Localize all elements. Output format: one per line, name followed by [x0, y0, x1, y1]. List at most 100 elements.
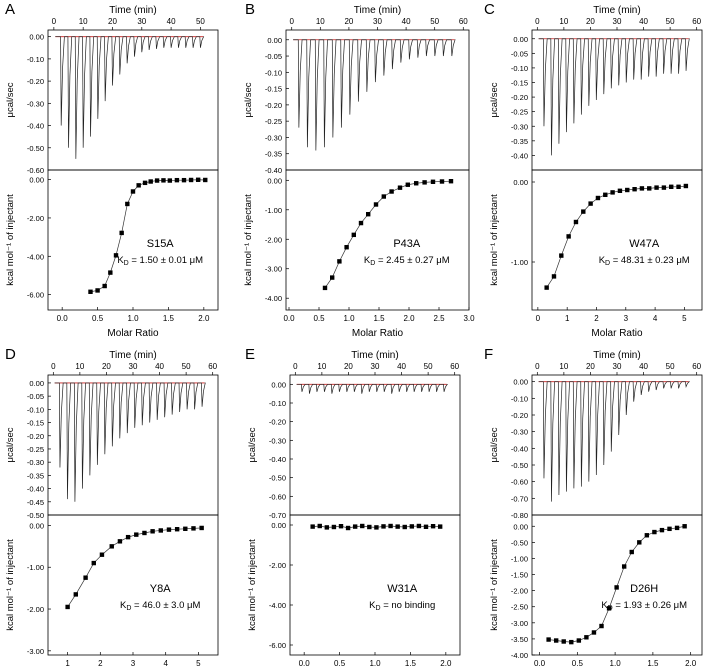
data-point [174, 527, 180, 532]
data-point [373, 202, 379, 207]
time-tick-label: 40 [155, 362, 164, 371]
time-tick-label: 60 [450, 362, 459, 371]
data-point [142, 180, 148, 186]
data-point [125, 534, 131, 540]
time-tick-label: 0 [51, 362, 56, 371]
isotherm-frame [285, 169, 470, 311]
kd-label: KD = 1.50 ± 0.01 μM [117, 255, 203, 267]
data-point [661, 185, 667, 190]
ratio-tick-label: 5 [682, 314, 687, 323]
panel-letter: B [245, 1, 255, 18]
data-point [188, 177, 194, 183]
time-tick-label: 0 [52, 17, 57, 26]
ratio-tick-label: 2 [594, 314, 599, 323]
data-point [683, 183, 689, 189]
enthalpy-tick-label: 0.00 [513, 178, 528, 187]
panel-a: A 0 10 20 30 40 50 Time (min) 0.00 -0.10 -0.20 -0.3… [5, 1, 219, 339]
time-tick-label: 20 [344, 17, 353, 26]
time-tick-label: 20 [586, 17, 595, 26]
data-point [83, 575, 88, 580]
data-point [310, 524, 315, 529]
ratio-tick-label: 1.5 [405, 659, 417, 668]
enthalpy-tick-label: -2.00 [511, 587, 528, 596]
data-point [632, 187, 637, 192]
time-tick-label: 10 [559, 362, 568, 371]
enthalpy-axis-label: kcal mol⁻¹ of injectant [243, 194, 254, 286]
power-tick-label: -0.50 [27, 144, 44, 153]
data-point [682, 524, 687, 529]
data-point [647, 186, 652, 191]
enthalpy-tick-label: -2.00 [265, 235, 282, 244]
enthalpy-tick-label: -2.00 [27, 605, 44, 614]
power-tick-label: -0.40 [269, 455, 286, 464]
enthalpy-tick-label: -1.00 [27, 563, 44, 572]
power-tick-label: -0.10 [27, 405, 44, 414]
time-axis-title: Time (min) [351, 350, 398, 361]
data-point [154, 178, 160, 183]
panel-d: D 0 10 20 30 40 50 60 Time (min) 0.00 -0.05 -0.10 -0… [5, 346, 219, 668]
power-axis-label: μcal/sec [243, 82, 254, 117]
time-axis-title: Time (min) [109, 350, 156, 361]
data-point [65, 604, 70, 610]
power-tick-label: -0.60 [511, 478, 528, 487]
isotherm-frame [531, 169, 703, 311]
panel-e: E 0 10 20 30 40 50 60 Time (min) 0.00 -0.10 -0.20 -0… [245, 346, 461, 668]
enthalpy-tick-label: -1.50 [511, 571, 528, 580]
power-tick-label: -0.35 [27, 471, 44, 480]
ratio-tick-label: 4 [653, 314, 658, 323]
data-point [606, 606, 612, 611]
data-point [422, 180, 427, 185]
mutant-label: D26H [630, 583, 658, 595]
time-tick-label: 30 [371, 362, 380, 371]
power-tick-label: -0.70 [269, 511, 286, 520]
power-tick-label: -0.10 [269, 399, 286, 408]
power-tick-label: -0.30 [27, 99, 44, 108]
panel-b: B 0 10 20 30 40 50 60 Time (min) 0.00 -0.05 -0.10 -0… [243, 1, 475, 339]
power-tick-label: -0.80 [511, 511, 528, 520]
time-axis-title: Time (min) [593, 350, 640, 361]
data-point [381, 524, 386, 529]
fit-curve [548, 525, 685, 643]
data-point [136, 183, 141, 188]
time-tick-label: 50 [182, 362, 191, 371]
power-tick-label: -0.30 [265, 133, 282, 142]
data-point [366, 212, 371, 217]
data-point [652, 529, 657, 535]
power-tick-label: -0.40 [511, 151, 528, 160]
time-tick-label: 30 [129, 362, 138, 371]
data-point [599, 623, 604, 629]
data-point [102, 283, 107, 289]
ratio-tick-label: 0.5 [313, 314, 325, 323]
power-tick-label: -0.40 [27, 485, 44, 494]
data-point [99, 552, 105, 557]
power-tick-label: -0.40 [27, 122, 44, 131]
power-tick-label: -0.20 [511, 411, 528, 420]
data-point [148, 179, 153, 184]
time-tick-label: 50 [666, 362, 675, 371]
enthalpy-tick-label: 0.00 [271, 521, 286, 530]
time-tick-label: 60 [692, 17, 701, 26]
data-point [416, 523, 422, 529]
time-tick-label: 10 [316, 17, 325, 26]
ratio-tick-label: 2.0 [198, 314, 210, 323]
power-tick-label: -0.45 [27, 498, 44, 507]
data-point [553, 638, 559, 643]
time-tick-label: 0 [289, 17, 294, 26]
data-point [389, 189, 394, 194]
power-tick-label: -0.40 [265, 166, 282, 175]
power-tick-label: -0.35 [511, 137, 528, 146]
data-point [195, 177, 201, 182]
ratio-tick-label: 1.5 [163, 314, 175, 323]
thermogram-frame [531, 29, 703, 171]
power-tick-label: -0.05 [265, 52, 282, 61]
time-tick-label: 10 [79, 17, 88, 26]
time-tick-label: 40 [639, 362, 648, 371]
isotherm-frame [531, 514, 703, 656]
data-point [437, 524, 443, 529]
time-tick-label: 20 [344, 362, 353, 371]
power-tick-label: -0.50 [269, 474, 286, 483]
thermogram-trace [55, 36, 205, 159]
ratio-tick-label: 0.5 [334, 659, 346, 668]
power-axis-label: μcal/sec [5, 427, 16, 462]
thermogram-trace [538, 38, 690, 156]
